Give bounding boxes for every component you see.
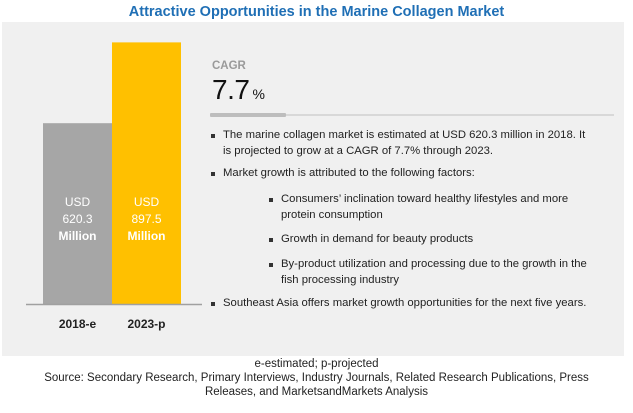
bar-value-number: 897.5 (131, 212, 162, 226)
bullet-item: Southeast Asia offers market growth oppo… (211, 296, 623, 312)
bar-2018-e (43, 123, 112, 304)
bullet-square-icon (269, 263, 273, 267)
source-line-2: Releases, and MarketsandMarkets Analysis (204, 386, 429, 398)
cagr-label: CAGR (212, 60, 246, 72)
sub-bullet-item: Growth in demand for beauty products (269, 232, 621, 248)
x-tick-label-2018-e: 2018-e (58, 317, 97, 331)
bar-value-number: 620.3 (62, 212, 93, 226)
bullet-text: By-product utilization and processing du… (281, 258, 587, 270)
cagr-divider (210, 114, 614, 116)
bullet-text: Growth in demand for beauty products (281, 233, 474, 245)
cagr-value: 7.7% (212, 74, 265, 106)
bar-value-label-2018-e: USD 620.3 Million (43, 194, 112, 245)
bullet-square-icon (269, 238, 273, 242)
bar-value-currency: USD (133, 195, 160, 209)
sub-bullet-item: By-product utilization and processing du… (269, 257, 621, 288)
x-tick-label-2023-p: 2023-p (127, 317, 166, 331)
bar-value-currency: USD (64, 195, 91, 209)
bullet-square-icon (211, 302, 215, 306)
legend-note: e-estimated; p-projected (254, 358, 379, 370)
bar-value-unit: Million (58, 229, 97, 243)
bullet-item: Market growth is attributed to the follo… (211, 166, 623, 182)
bullet-text: The marine collagen market is estimated … (223, 129, 586, 141)
cagr-number: 7.7 (212, 74, 250, 105)
bullet-text: is projected to grow at a CAGR of 7.7% t… (223, 144, 494, 157)
source-line-1: Source: Secondary Research, Primary Inte… (44, 372, 589, 384)
bar-value-unit: Million (127, 229, 166, 243)
bullet-text: Southeast Asia offers market growth oppo… (223, 297, 587, 309)
bullet-text: Consumers’ inclination toward healthy li… (281, 193, 569, 205)
bullet-square-icon (269, 198, 273, 202)
bar-2023-p (112, 42, 181, 304)
bullet-item: The marine collagen market is estimated … (211, 128, 623, 159)
bar-value-label-2023-p: USD 897.5 Million (112, 194, 181, 245)
bullet-text: Market growth is attributed to the follo… (223, 167, 475, 179)
cagr-divider-accent (210, 113, 286, 117)
cagr-unit: % (252, 86, 265, 102)
bullet-text: protein consumption (281, 208, 383, 221)
bullet-text: fish processing industry (281, 273, 400, 286)
bullet-square-icon (211, 134, 215, 138)
bullet-square-icon (211, 172, 215, 176)
chart-title: Attractive Opportunities in the Marine C… (128, 4, 505, 20)
sub-bullet-item: Consumers’ inclination toward healthy li… (269, 192, 621, 223)
